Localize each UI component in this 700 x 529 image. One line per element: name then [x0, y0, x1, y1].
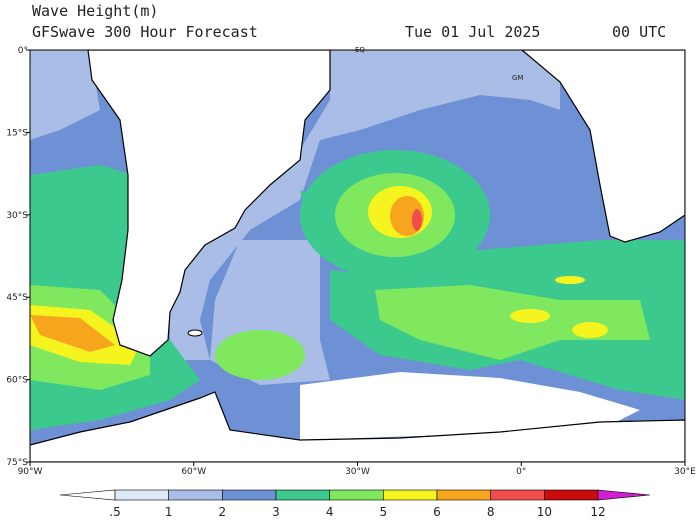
lon-label: 90°W [18, 467, 43, 477]
colorbar-segment [490, 489, 545, 501]
south-america [87, 50, 331, 357]
colorbar-segment [544, 489, 599, 501]
colorbar-label: .5 [109, 505, 120, 519]
calm-zone [30, 50, 100, 140]
colorbar-segment [222, 489, 277, 501]
wave-zone [555, 276, 585, 284]
colorbar-label: 10 [537, 505, 552, 519]
lat-label: 0° [18, 46, 28, 56]
colorbar-segment [383, 489, 438, 501]
colorbar-segment [275, 489, 330, 501]
colorbar-segment [329, 489, 384, 501]
wave-zone [510, 309, 550, 323]
island [187, 329, 203, 337]
africa [521, 50, 685, 243]
lat-label: 45°S [6, 293, 28, 303]
lat-label: 30°S [6, 211, 28, 221]
title: Wave Height(m) [32, 2, 158, 20]
wave-zone [572, 322, 608, 338]
time: 00 UTC [612, 23, 666, 41]
gm-marker: GM [512, 74, 523, 82]
wave-zone [375, 285, 650, 360]
colorbar-label: 1 [165, 505, 173, 519]
date: Tue 01 Jul 2025 [405, 23, 540, 41]
colorbar-segment [114, 489, 169, 501]
colorbar: .5 1 2 3 4 5 6 8 10 12 [59, 489, 651, 519]
wave-zone [412, 209, 422, 231]
colorbar-label: 3 [272, 505, 280, 519]
colorbar-label: 2 [219, 505, 227, 519]
equator-marker: EQ [355, 46, 365, 54]
axis-labels: 0° 15°S 30°S 45°S 60°S 75°S90°W 60°W 30°W 0° 30°E [6, 46, 696, 477]
colorbar-label: 12 [590, 505, 605, 519]
wave-zone [30, 165, 135, 290]
lon-label: 0° [516, 467, 526, 477]
sea-ice [300, 372, 640, 440]
map [30, 50, 685, 462]
lat-label: 60°S [6, 376, 28, 386]
colorbar-segment [168, 489, 223, 501]
colorbar-label: 5 [380, 505, 388, 519]
subtitle: GFSwave 300 Hour Forecast [32, 23, 258, 41]
wave-zone [30, 315, 115, 352]
colorbar-label: 4 [326, 505, 334, 519]
antarctica [30, 391, 685, 462]
lat-label: 75°S [6, 458, 28, 468]
lat-label: 15°S [6, 128, 28, 138]
colorbar-segment [597, 489, 651, 501]
colorbar-segment [436, 489, 491, 501]
lon-label: 60°W [181, 467, 206, 477]
wave-zone [215, 330, 305, 380]
lon-label: 30°W [345, 467, 370, 477]
lon-label: 30°E [674, 467, 696, 477]
colorbar-label: 8 [487, 505, 495, 519]
colorbar-segment [59, 489, 116, 501]
colorbar-label: 6 [433, 505, 441, 519]
